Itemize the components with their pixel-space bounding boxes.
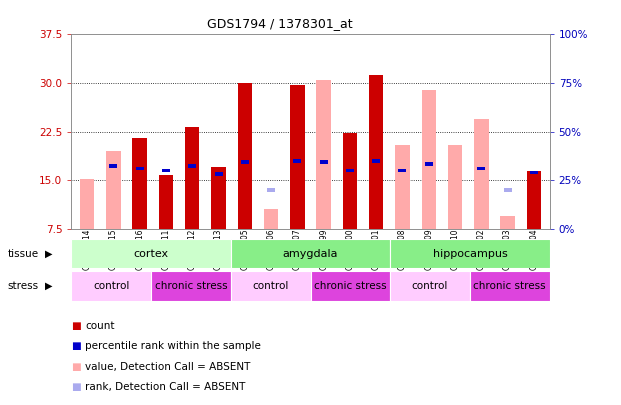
Bar: [231, 271, 310, 301]
Bar: [372, 159, 380, 162]
Text: ▶: ▶: [45, 281, 52, 291]
Bar: [317, 80, 331, 229]
Bar: [395, 145, 410, 229]
Bar: [264, 209, 278, 229]
Bar: [448, 145, 462, 229]
Text: ▶: ▶: [45, 249, 52, 258]
Text: count: count: [85, 321, 115, 331]
Bar: [390, 271, 470, 301]
Bar: [211, 167, 226, 229]
Bar: [151, 271, 231, 301]
Bar: [71, 271, 151, 301]
Bar: [185, 127, 199, 229]
Bar: [215, 172, 222, 175]
Text: hippocampus: hippocampus: [432, 249, 507, 258]
Text: amygdala: amygdala: [283, 249, 338, 258]
Bar: [80, 179, 94, 229]
Bar: [159, 175, 173, 229]
Bar: [109, 164, 117, 168]
Bar: [369, 75, 383, 229]
Bar: [71, 239, 231, 268]
Bar: [425, 162, 433, 166]
Text: stress: stress: [7, 281, 39, 291]
Text: chronic stress: chronic stress: [155, 281, 227, 291]
Text: ■: ■: [71, 341, 81, 351]
Text: percentile rank within the sample: percentile rank within the sample: [85, 341, 261, 351]
Bar: [267, 188, 275, 192]
Text: GDS1794 / 1378301_at: GDS1794 / 1378301_at: [207, 17, 352, 30]
Bar: [320, 160, 328, 164]
Bar: [310, 271, 390, 301]
Text: chronic stress: chronic stress: [314, 281, 387, 291]
Text: control: control: [253, 281, 289, 291]
Bar: [132, 138, 147, 229]
Bar: [470, 271, 550, 301]
Bar: [390, 239, 550, 268]
Bar: [501, 216, 515, 229]
Text: cortex: cortex: [134, 249, 169, 258]
Text: control: control: [412, 281, 448, 291]
Text: ■: ■: [71, 362, 81, 371]
Text: rank, Detection Call = ABSENT: rank, Detection Call = ABSENT: [85, 382, 245, 392]
Bar: [474, 119, 489, 229]
Bar: [231, 239, 390, 268]
Bar: [106, 151, 120, 229]
Bar: [241, 160, 249, 164]
Bar: [478, 167, 485, 171]
Bar: [527, 171, 541, 229]
Text: ■: ■: [71, 321, 81, 331]
Bar: [293, 159, 301, 162]
Text: value, Detection Call = ABSENT: value, Detection Call = ABSENT: [85, 362, 250, 371]
Bar: [290, 85, 304, 229]
Bar: [343, 133, 357, 229]
Bar: [530, 171, 538, 174]
Bar: [136, 167, 143, 171]
Text: ■: ■: [71, 382, 81, 392]
Text: control: control: [93, 281, 129, 291]
Bar: [346, 169, 354, 172]
Text: chronic stress: chronic stress: [473, 281, 546, 291]
Bar: [504, 188, 512, 192]
Text: tissue: tissue: [7, 249, 39, 258]
Bar: [422, 90, 436, 229]
Bar: [188, 164, 196, 168]
Bar: [399, 169, 406, 172]
Bar: [238, 83, 252, 229]
Bar: [162, 169, 170, 172]
